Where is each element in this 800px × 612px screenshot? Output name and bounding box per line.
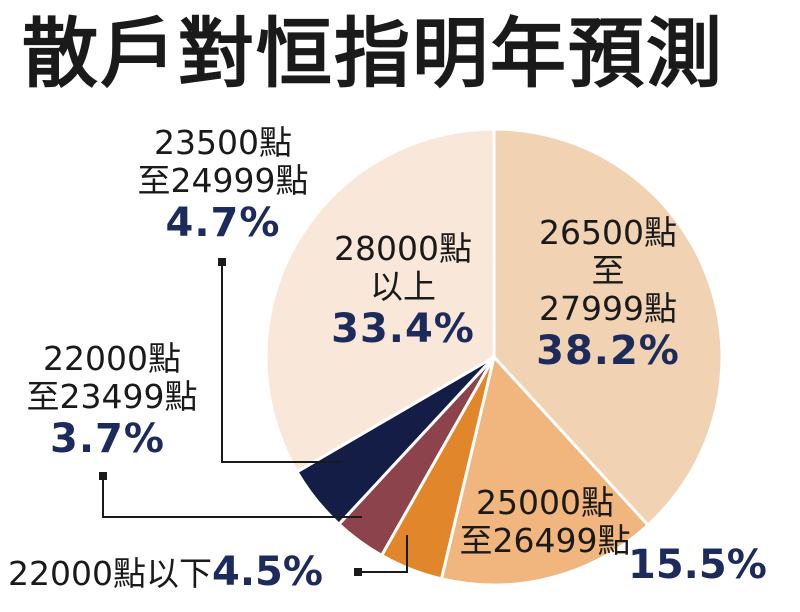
slice-label-line: 至26499點: [459, 521, 631, 560]
slice-label-22000-23499: 22000點 至23499點 3.7%: [12, 339, 212, 463]
slice-value-label: 4.5%: [211, 549, 323, 595]
slice-value-label-25000-26499: 15.5%: [628, 542, 767, 588]
slice-label-26500-27999: 26500點 至 27999點 38.2%: [518, 213, 698, 375]
slice-label-line: 25000點: [476, 483, 614, 522]
slice-label-28000-above: 28000點 以上 33.4%: [318, 229, 488, 353]
slice-value-label: 33.4%: [331, 306, 475, 352]
slice-label-line: 26500點: [539, 213, 677, 252]
slice-label-line: 23500點: [154, 123, 292, 162]
slice-value-label: 4.7%: [165, 200, 281, 246]
leader-line-23500-24999: [221, 262, 342, 463]
leader-marker-23500-24999: [218, 258, 226, 266]
slice-label-25000-26499: 25000點 至26499點: [450, 484, 640, 560]
slice-label-line: 28000點: [334, 229, 472, 268]
slice-label-line: 27999點: [539, 289, 677, 328]
chart-title: 散戶對恒指明年預測: [22, 9, 724, 98]
slice-value-label: 38.2%: [536, 328, 680, 374]
leader-marker-22000-23499: [99, 472, 107, 480]
slice-label-line: 至24999點: [137, 161, 309, 200]
slice-label-line: 22000點: [43, 339, 181, 378]
slice-label-line: 22000點以下: [8, 554, 212, 593]
slice-label-line: 以上: [370, 267, 436, 306]
slice-label-line: 至23499點: [26, 377, 198, 416]
leader-line-22000-23499: [102, 476, 362, 518]
pie-slice-0: [492, 127, 724, 528]
pie-slice-5: [264, 127, 496, 474]
slice-value-label: 3.7%: [50, 416, 165, 462]
pie-slice-1: [439, 353, 651, 587]
slice-label-below-22000: 22000點以下4.5%: [8, 552, 323, 594]
slice-label-line: 至: [591, 251, 625, 290]
slice-label-23500-24999: 23500點 至24999點 4.7%: [128, 123, 318, 247]
leader-marker-below-22000: [354, 568, 362, 576]
leader-line-below-22000: [358, 535, 408, 573]
